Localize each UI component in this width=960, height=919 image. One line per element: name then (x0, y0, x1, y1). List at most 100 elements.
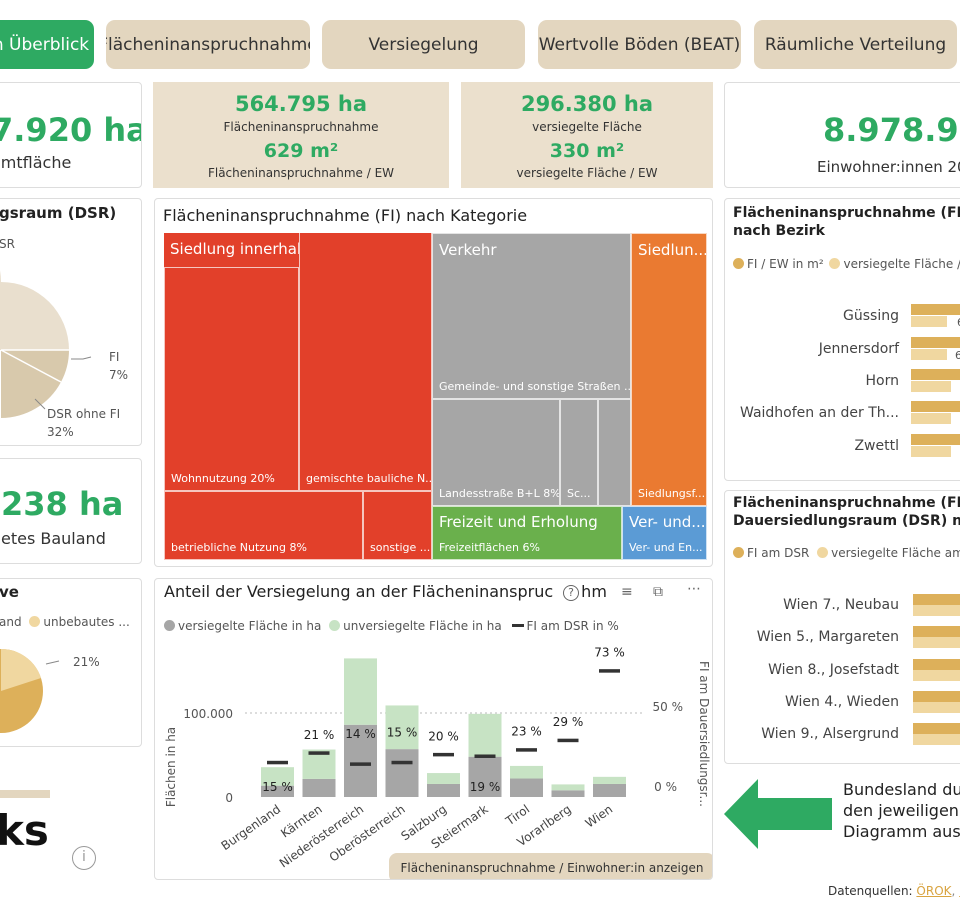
treemap-area: Siedlung innerhalb Baulandwidmung Wohnnu… (164, 233, 707, 560)
bezirk-label-waidhofen[interactable]: Waidhofen an der Th... (740, 405, 899, 421)
kpi-fi-per-label: Flächeninanspruchnahme / EW (207, 166, 395, 180)
bar-versiegelt[interactable] (261, 785, 294, 797)
dsr-label-margareten[interactable]: Wien 5., Margareten (756, 629, 899, 645)
dsr-chart-title-1: Flächeninanspruchnahme (FI) a (733, 495, 960, 511)
kpi-fi-per-value: 629 m² (263, 140, 339, 162)
bezirk-label-zwettl[interactable]: Zwettl (854, 438, 899, 454)
tab-flaecheninanspruchnahme[interactable]: Flächeninanspruchnahme (106, 20, 310, 69)
dsr-label-wieden[interactable]: Wien 4., Wieden (784, 694, 899, 710)
more-options-icon[interactable]: ⋯ (687, 581, 702, 597)
treemap-freizeit[interactable]: Freizeit und Erholung Freizeitflächen 6% (432, 506, 622, 560)
kpi-versiegelt-per-value: 330 m² (549, 140, 625, 162)
dsr-label-alsergrund[interactable]: Wien 9., Alsergrund (761, 726, 899, 742)
bar-unversiegelt[interactable] (593, 776, 626, 784)
info-icon[interactable]: i (72, 846, 96, 870)
kpi-fi-card: 564.795 ha Flächeninanspruchnahme 629 m²… (153, 82, 449, 188)
treemap-verkehr-small[interactable] (598, 399, 631, 506)
bezirk-bar-zwettl-fi[interactable] (911, 434, 960, 445)
tab-raeumliche-verteilung[interactable]: Räumliche Verteilung (754, 20, 957, 69)
bezirk-bar-jennersdorf-vs[interactable] (911, 349, 947, 360)
dsr-bar-alsergrund-fi[interactable] (913, 723, 960, 734)
bar-versiegelt[interactable] (302, 778, 336, 797)
filter-icon[interactable]: ≡ (621, 584, 633, 600)
dsr-pie-slice-dsr (1, 350, 61, 418)
dsr-bar-wieden-vs[interactable] (913, 702, 960, 713)
dsr-bar-neubau-fi[interactable] (913, 594, 960, 605)
tab-versiegelung[interactable]: Versiegelung (322, 20, 525, 69)
x-tick-label: Wien (583, 802, 616, 831)
treemap-verkehr[interactable]: Verkehr Gemeinde- und sonstige Straßen .… (432, 233, 631, 399)
treemap-sonstige[interactable]: sonstige ... (363, 491, 432, 560)
treemap-landesstrasse[interactable]: Landesstraße B+L 8% (432, 399, 560, 506)
treemap-gemischte[interactable]: gemischte bauliche N... (299, 233, 432, 491)
tab-ueberblick[interactable]: n Überblick (0, 20, 94, 69)
bar-unversiegelt[interactable] (261, 767, 294, 786)
bezirk-label-jennersdorf[interactable]: Jennersdorf (818, 341, 899, 357)
bezirk-bar-jennersdorf-fi[interactable] (911, 337, 960, 348)
bar-versiegelt[interactable] (385, 749, 419, 797)
marker-fi-dsr[interactable] (391, 760, 413, 765)
dsr-label-neubau[interactable]: Wien 7., Neubau (783, 597, 899, 613)
treemap-ver-und[interactable]: Ver- und... Ver- und En... (622, 506, 707, 560)
bezirk-label-guessing[interactable]: Güssing (843, 308, 899, 324)
tab-wertvolle-boeden[interactable]: Wertvolle Böden (BEAT) (538, 20, 741, 69)
reserve-pie-card: ve and unbebautes ... 21% (0, 578, 142, 747)
marker-fi-dsr[interactable] (433, 752, 454, 757)
marker-fi-dsr[interactable] (350, 762, 371, 766)
bar-versiegelt[interactable] (551, 790, 585, 797)
help-icon[interactable]: ? (563, 585, 579, 601)
treemap-siedlung-ausserhalb[interactable]: Siedlun... Siedlungsf... (631, 233, 707, 506)
bezirk-bar-waidhofen-fi[interactable] (911, 401, 960, 412)
treemap-sc[interactable]: Sc... (560, 399, 598, 506)
versiegelung-chart-card: Anteil der Versiegelung an der Flächenin… (154, 578, 713, 880)
dsr-bar-josefstadt-fi[interactable] (913, 659, 960, 670)
treemap-betriebliche[interactable]: betriebliche Nutzung 8% (164, 491, 363, 560)
dsr-pie-slice-fi (1, 350, 69, 382)
legend-line-fi (511, 624, 524, 627)
dsr-bar-margareten-vs[interactable] (913, 637, 960, 648)
bezirk-bar-horn-fi[interactable] (911, 369, 960, 380)
bar-unversiegelt[interactable] (510, 765, 543, 779)
bar-unversiegelt[interactable] (551, 784, 585, 791)
bar-versiegelt[interactable] (468, 756, 502, 797)
treemap-wohnnutzung[interactable]: Wohnnutzung 20% (164, 267, 299, 491)
marker-fi-dsr[interactable] (267, 760, 288, 765)
dsr-pie-slice-large (1, 282, 69, 350)
bezirk-label-horn[interactable]: Horn (865, 373, 899, 389)
bezirk-bar-zwettl-vs[interactable] (911, 446, 951, 457)
bezirk-bar-horn-vs[interactable] (911, 381, 951, 392)
marker-fi-dsr[interactable] (474, 754, 496, 758)
marker-fi-dsr[interactable] (599, 669, 620, 673)
bar-versiegelt[interactable] (427, 783, 460, 797)
bar-unversiegelt[interactable] (344, 658, 377, 725)
dsr-bar-josefstadt-vs[interactable] (913, 670, 960, 681)
dsr-bar-neubau-vs[interactable] (913, 605, 960, 616)
bar-versiegelt[interactable] (344, 724, 377, 797)
bezirk-bar-guessing-fi[interactable] (911, 304, 960, 315)
bar-unversiegelt[interactable] (385, 705, 419, 750)
fi-per-ew-toggle-button[interactable]: Flächeninanspruchnahme / Einwohner:in an… (389, 853, 712, 879)
dsr-chart-legend: FI am DSR versiegelte Fläche am (733, 546, 960, 560)
focus-mode-icon[interactable]: ⧉ (653, 584, 663, 600)
dsr-label-josefstadt[interactable]: Wien 8., Josefstadt (768, 662, 899, 678)
legend-dot-unversiegelt (329, 620, 341, 631)
bar-unversiegelt[interactable] (468, 713, 502, 757)
marker-fi-dsr[interactable] (516, 748, 537, 752)
bar-unversiegelt[interactable] (427, 773, 460, 784)
marker-fi-dsr[interactable] (308, 751, 330, 755)
treemap-gemischte-label: gemischte bauliche N... (306, 472, 432, 485)
bezirk-bar-guessing-vs[interactable] (911, 316, 947, 327)
legend-dot-versiegelt-dsr (817, 547, 829, 558)
bar-versiegelt[interactable] (593, 783, 626, 797)
kpi-versiegelt-value: 296.380 ha (520, 92, 654, 116)
bar-versiegelt[interactable] (510, 778, 543, 797)
dsr-bar-alsergrund-vs[interactable] (913, 734, 960, 745)
bezirk-chart-title-1: Flächeninanspruchnahme (FI) / (733, 205, 960, 221)
bezirk-bar-waidhofen-vs[interactable] (911, 413, 951, 424)
footer-link-oerok[interactable]: ÖROK (916, 884, 952, 898)
dsr-bar-margareten-fi[interactable] (913, 626, 960, 637)
treemap-betriebliche-label: betriebliche Nutzung 8% (171, 541, 307, 554)
marker-fi-dsr[interactable] (557, 738, 579, 743)
dsr-bar-wieden-fi[interactable] (913, 691, 960, 702)
